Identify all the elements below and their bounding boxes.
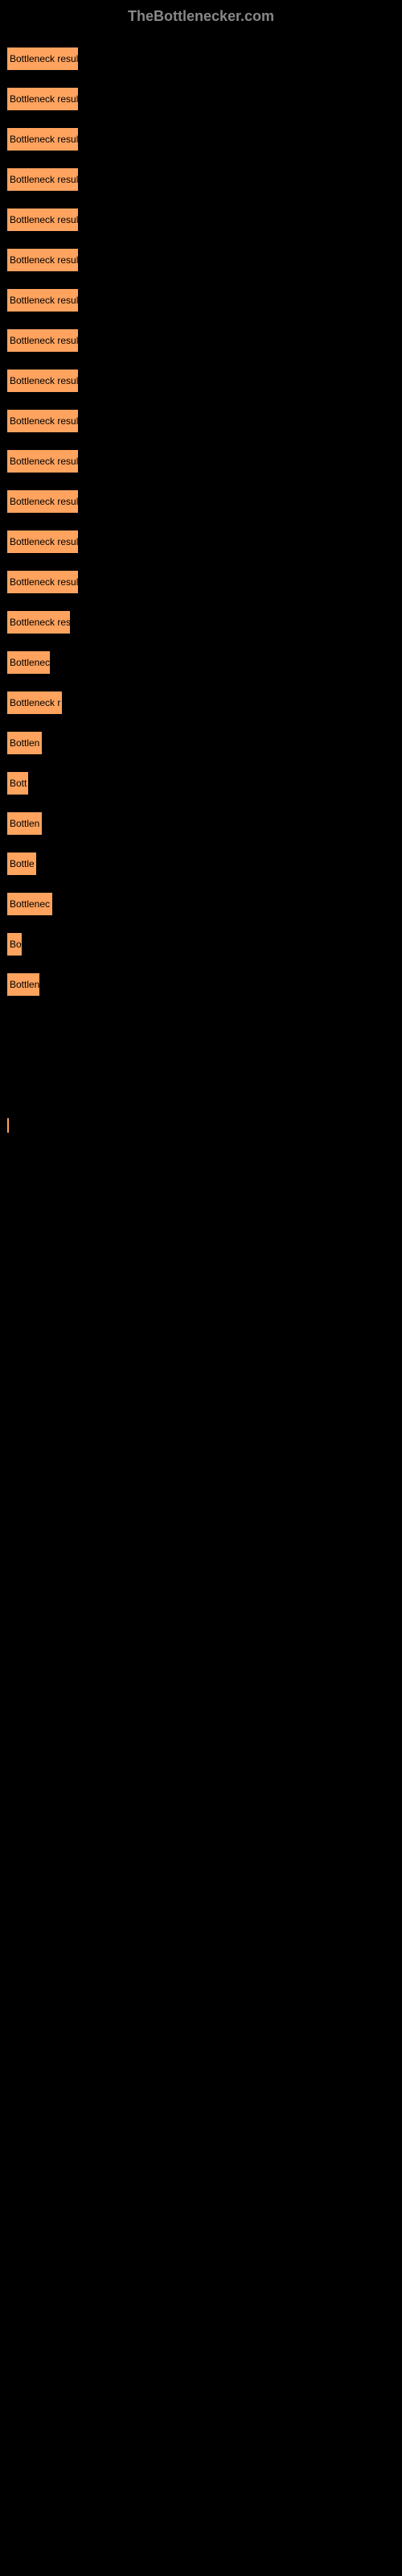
bar-row: Bottlen: [6, 798, 398, 836]
chart-bar: Bottlenec: [6, 650, 51, 675]
bar-row: Bottleneck result: [6, 114, 398, 151]
bar-row: Bottleneck result: [6, 516, 398, 554]
bar-row: Bottleneck result: [6, 154, 398, 192]
chart-bar: Bottlen: [6, 972, 40, 997]
chart-bar: Bott: [6, 771, 29, 795]
bar-row: Bottleneck result: [6, 556, 398, 594]
chart-bar: Bottleneck result: [6, 248, 79, 272]
bar-row: Bottlen: [6, 959, 398, 997]
chart-bar: Bottlen: [6, 811, 43, 836]
bar-row: Bottleneck result: [6, 315, 398, 353]
chart-bar: Bottleneck result: [6, 530, 79, 554]
chart-bar: Bottleneck result: [6, 167, 79, 192]
bar-row: Bottle: [6, 838, 398, 876]
chart-bar: Bottleneck result: [6, 208, 79, 232]
chart-bar: Bottleneck result: [6, 409, 79, 433]
bar-row: Bottlenec: [6, 637, 398, 675]
bar-row: Bottleneck result: [6, 395, 398, 433]
chart-bar: Bo: [6, 932, 23, 956]
bar-row: Bo: [6, 919, 398, 956]
chart-bar: Bottlenec: [6, 892, 53, 916]
chart-bar: Bottleneck result: [6, 47, 79, 71]
chart-bar: Bottleneck result: [6, 87, 79, 111]
bar-row: Bottleneck result: [6, 33, 398, 71]
chart-bar: Bottleneck result: [6, 449, 79, 473]
bar-chart: Bottleneck result Bottleneck result Bott…: [4, 33, 398, 1133]
chart-bar: Bottlen: [6, 731, 43, 755]
bar-row: Bottleneck result: [6, 194, 398, 232]
bar-row: Bottleneck result: [6, 436, 398, 473]
chart-bar: Bottleneck r: [6, 691, 63, 715]
bar-row: Bottleneck result: [6, 355, 398, 393]
chart-bar: Bottleneck res: [6, 610, 71, 634]
bar-row: Bottlen: [6, 717, 398, 755]
site-header: TheBottlenecker.com: [4, 4, 398, 33]
chart-bar: Bottleneck result: [6, 489, 79, 514]
tiny-bar: [6, 1117, 10, 1133]
bar-row: Bottleneck r: [6, 677, 398, 715]
bar-row: Bottleneck res: [6, 597, 398, 634]
bar-row: Bottleneck result: [6, 476, 398, 514]
bar-row: Bottleneck result: [6, 275, 398, 312]
chart-bar: Bottleneck result: [6, 127, 79, 151]
bar-row: Bottleneck result: [6, 73, 398, 111]
bar-row: Bott: [6, 758, 398, 795]
chart-bar: Bottleneck result: [6, 288, 79, 312]
chart-bar: Bottleneck result: [6, 369, 79, 393]
bar-row: Bottleneck result: [6, 234, 398, 272]
bar-row: Bottlenec: [6, 878, 398, 916]
chart-bar: Bottleneck result: [6, 570, 79, 594]
chart-bar: Bottleneck result: [6, 328, 79, 353]
chart-bar: Bottle: [6, 852, 37, 876]
